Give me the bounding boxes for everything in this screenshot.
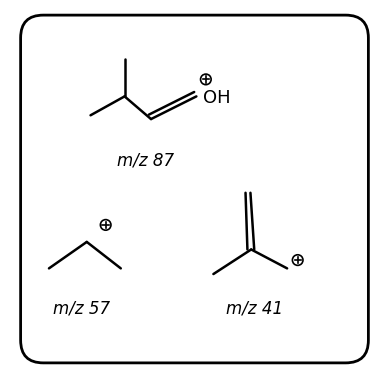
Text: m/z 57: m/z 57	[53, 299, 110, 317]
Text: m/z 41: m/z 41	[226, 299, 284, 317]
Text: m/z 87: m/z 87	[117, 152, 174, 170]
Text: OH: OH	[203, 89, 231, 107]
FancyBboxPatch shape	[21, 15, 368, 363]
